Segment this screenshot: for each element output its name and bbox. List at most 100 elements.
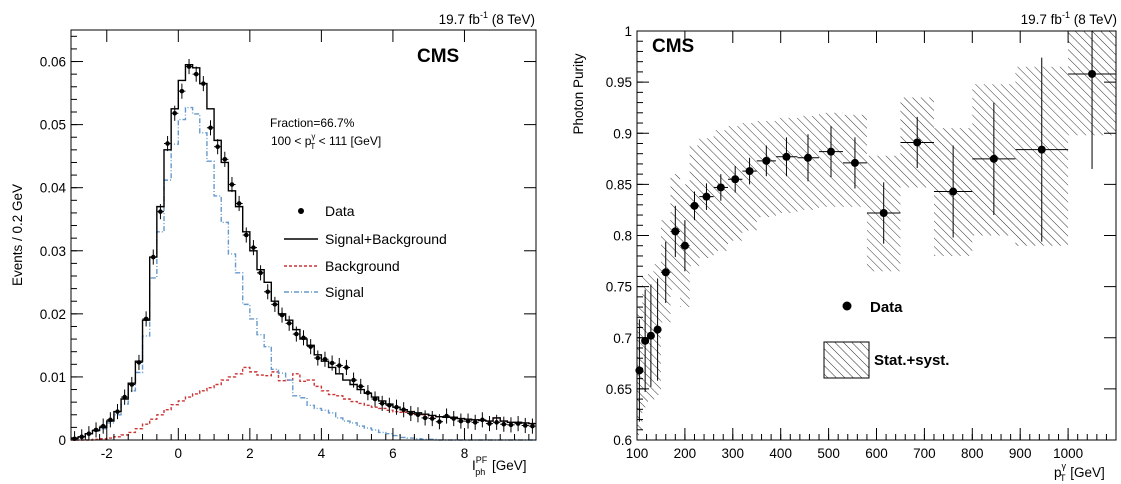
data-point [521,417,529,434]
data-point [378,395,386,411]
data-point [221,151,229,167]
data-point [443,408,451,424]
data-point [342,359,350,376]
y-tick-label: 0.6 [613,433,632,448]
data-point [121,389,129,405]
left-annotation-fraction: Fraction=66.7% [270,116,355,130]
data-point [450,410,458,427]
right-chart-marks [635,31,1116,435]
x-tick-label: -2 [101,446,113,461]
x-tick-label: 300 [722,446,745,461]
y-tick-label: 0.06 [40,55,66,70]
data-point [797,134,820,182]
data-point [641,289,650,392]
right-y-axis-label: Photon Purity [571,53,586,134]
data-point [670,205,681,257]
data-point [307,339,315,355]
data-point [680,220,690,272]
data-point [507,417,515,433]
y-tick-label: 0.65 [606,382,632,397]
data-point [350,372,358,388]
data-point [493,414,501,430]
x-tick-label: 2 [246,446,254,461]
data-point [78,429,86,440]
data-point [299,330,308,346]
legend-data-marker [298,208,304,214]
y-tick-label: 0.75 [606,280,632,295]
data-point [435,414,443,430]
y-tick-label: 1 [624,24,632,39]
y-tick-label: 0.01 [40,370,66,385]
y-tick-label: 0.8 [613,229,632,244]
data-point [99,418,107,434]
y-tick-label: 0.03 [40,244,66,259]
data-point [464,413,472,429]
x-tick-label: 8 [461,446,469,461]
data-point [92,422,100,438]
data-point [392,399,401,415]
data-point [933,145,973,238]
left-chart-marks [71,59,536,442]
data-point [514,416,522,432]
legend-entry-total: Signal+Background [284,231,447,247]
data-point [192,66,200,82]
data-point [500,416,508,432]
data-point [278,307,286,323]
legend-entry-signal: Signal [284,284,364,300]
x-tick-label: 1000 [1053,446,1083,461]
data-point [457,413,465,429]
data-point [214,139,222,155]
data-point [235,195,243,212]
data-point [478,412,486,428]
data-point [185,59,193,75]
x-tick-label: 400 [769,446,792,461]
y-tick-label: 0.7 [613,331,632,346]
data-point [335,358,343,374]
data-point [178,83,186,99]
data-point [728,165,743,193]
right-chart: 0.6 0.65 0.7 0.75 0.8 0.85 0.9 0.95 1 100 200 300 40… [571,10,1117,483]
x-tick-label: 6 [389,446,397,461]
legend-entry-background: Background [284,258,400,274]
data-point [242,227,250,243]
data-point [528,418,536,434]
data-point [471,414,479,430]
x-tick-label: 800 [961,446,984,461]
data-point [128,376,136,393]
series-background [71,366,536,441]
left-chart: 0 0.01 0.02 0.03 0.04 0.05 0.06 -2 0 2 4 6 8 19.7 fb… [10,10,537,477]
data-point [407,405,415,422]
legend-total-label: Signal+Background [325,231,447,247]
data-point [292,326,300,342]
right-cms-label: CMS [652,36,694,57]
x-tick-label: 0 [175,446,183,461]
legend-entry-band: Stat.+syst. [823,341,949,379]
left-legend: Data Signal+Background Background Signal [284,203,447,300]
data-point [742,157,757,185]
data-point [314,350,322,366]
data-point [660,241,671,303]
right-lumi-label: 19.7 fb-1 (8 TeV) [1021,10,1117,27]
data-point [842,137,867,189]
x-tick-label: 100 [626,446,649,461]
data-point [371,391,379,407]
data-point [164,135,172,152]
right-axes: 0.6 0.65 0.7 0.75 0.8 0.85 0.9 0.95 1 100 200 300 40… [606,24,1116,461]
series-signal [71,106,536,441]
data-point [485,416,494,432]
data-point [866,182,901,244]
x-tick-label: 4 [318,446,326,461]
left-plot-frame [70,29,537,441]
data-point [385,397,393,413]
data-point [85,426,93,440]
data-point [900,116,934,169]
data-point [328,355,336,371]
data-point [1068,31,1116,170]
y-tick-label: 0.85 [606,177,632,192]
legend-data-label: Data [325,203,355,219]
data-point [819,126,843,178]
y-tick-label: 0.05 [40,118,66,133]
left-annotation-pt-range: 100 < pγ T < 111 [GeV] [271,132,381,151]
y-tick-label: 0.9 [613,126,632,141]
